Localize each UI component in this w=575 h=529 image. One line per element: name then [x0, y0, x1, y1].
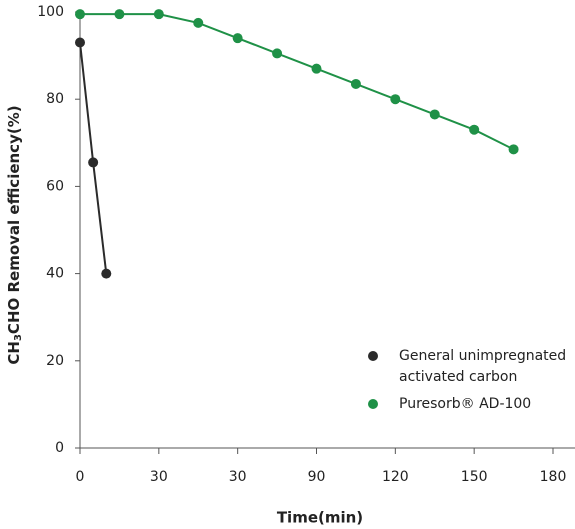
- y-tick-label: 100: [37, 4, 64, 20]
- legend-label: Puresorb® AD-100: [399, 396, 532, 412]
- data-point: [272, 48, 283, 59]
- x-tick-label: 180: [540, 469, 567, 485]
- data-point: [193, 17, 204, 28]
- y-axis-label-part: CHO Removal efficiency(%): [5, 105, 23, 334]
- data-point: [232, 33, 243, 44]
- x-tick-label: 30: [229, 469, 247, 485]
- data-point: [114, 9, 125, 20]
- data-point: [469, 124, 480, 135]
- y-axis-label: CH3CHO Removal efficiency(%): [5, 105, 25, 364]
- x-tick-label: 150: [461, 469, 488, 485]
- data-point: [153, 9, 164, 20]
- x-tick-label: 0: [76, 469, 85, 485]
- legend-marker: [368, 351, 378, 361]
- x-tick-label: 90: [308, 469, 326, 485]
- legend-marker: [368, 399, 378, 409]
- legend-label: General unimpregnated activated carbon: [399, 348, 567, 385]
- x-tick-label: 30: [150, 469, 168, 485]
- data-point: [311, 63, 322, 74]
- legend-item: Puresorb® AD-100: [368, 394, 573, 415]
- legend-item: General unimpregnated activated carbon: [368, 346, 573, 388]
- series-line: [80, 13, 515, 151]
- y-tick-label: 80: [46, 91, 64, 107]
- y-axis-label-part: CH: [5, 341, 23, 365]
- y-tick-label: 20: [46, 353, 64, 369]
- x-tick-label: 120: [382, 469, 409, 485]
- y-tick-label: 60: [46, 178, 64, 194]
- data-point: [101, 268, 112, 279]
- legend: General unimpregnated activated carbon Pu…: [368, 346, 573, 421]
- y-axis-label-sub: 3: [13, 334, 24, 341]
- y-tick-label: 0: [55, 440, 64, 456]
- data-point: [508, 144, 519, 155]
- y-tick-label: 40: [46, 266, 64, 282]
- data-point: [429, 109, 440, 120]
- data-point: [88, 157, 99, 168]
- data-point: [390, 94, 401, 105]
- data-point: [350, 78, 361, 89]
- data-point: [75, 37, 85, 48]
- x-axis-label: Time(min): [277, 509, 363, 527]
- data-point: [75, 9, 85, 20]
